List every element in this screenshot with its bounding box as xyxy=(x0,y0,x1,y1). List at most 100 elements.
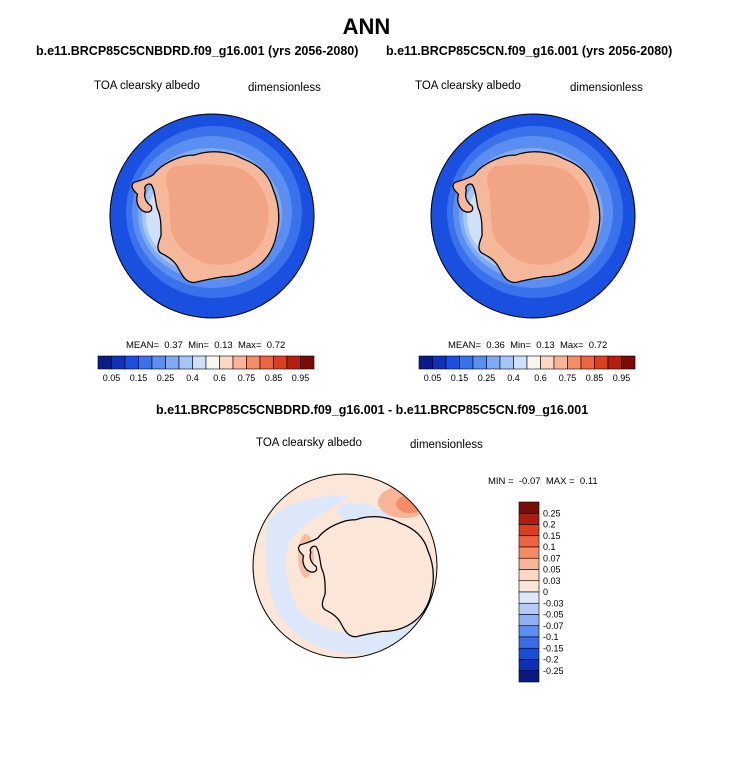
diff-colorbar-swatch xyxy=(518,602,540,615)
right-colorbar-tick-label: 0.6 xyxy=(534,373,547,383)
left-colorbar-swatch xyxy=(151,355,166,370)
right-case-title: b.e11.BRCP85C5CN.f09_g16.001 (yrs 2056-2… xyxy=(386,44,673,58)
season-title: ANN xyxy=(342,14,391,39)
right-units-label: dimensionless xyxy=(570,82,643,94)
diff-colorbar-swatch xyxy=(518,512,540,525)
right-colorbar-swatch xyxy=(594,355,609,370)
diff-negative-ring xyxy=(265,495,437,656)
diff-colorbar-tick-label: -0.2 xyxy=(543,655,559,665)
right-colorbar-swatch xyxy=(567,355,582,370)
right-colorbar-tick-label: 0.15 xyxy=(451,373,469,383)
right-colorbar-tick-label: 0.05 xyxy=(424,373,442,383)
left-colorbar-swatch xyxy=(219,355,234,370)
right-colorbar-swatch xyxy=(513,355,528,370)
diff-colorbar-tick-label: -0.07 xyxy=(543,621,564,631)
diff-colorbar-swatch xyxy=(518,625,540,638)
left-colorbar-swatch xyxy=(246,355,261,370)
difference-polar-map xyxy=(252,473,438,659)
left-colorbar-tick-label: 0.6 xyxy=(213,373,226,383)
diff-colorbar-tick-label: 0.07 xyxy=(543,553,561,563)
diff-colorbar-tick-label: 0.1 xyxy=(543,542,556,552)
diff-variable-label: TOA clearsky albedo xyxy=(256,437,362,449)
left-colorbar-swatch xyxy=(124,355,139,370)
diff-colorbar-tick-label: 0.03 xyxy=(543,576,561,586)
right-colorbar-swatch xyxy=(607,355,622,370)
right-colorbar-swatch xyxy=(445,355,460,370)
diff-colorbar-swatch xyxy=(518,591,540,604)
left-colorbar-swatch xyxy=(192,355,207,370)
diff-colorbar-swatch xyxy=(518,670,540,683)
diff-colorbar: 0.250.20.150.10.070.050.030-0.03-0.05-0.… xyxy=(518,501,564,683)
diff-colorbar-swatch xyxy=(518,580,540,593)
left-colorbar-swatch xyxy=(205,355,220,370)
diff-stats: MIN = -0.07 MAX = 0.11 xyxy=(488,476,598,487)
left-variable-label: TOA clearsky albedo xyxy=(94,80,200,92)
left-map-border xyxy=(109,113,315,319)
diff-colorbar-tick-label: 0.2 xyxy=(543,520,556,530)
right-colorbar-swatch xyxy=(553,355,568,370)
left-colorbar-tick-label: 0.05 xyxy=(103,373,121,383)
right-colorbar-swatch xyxy=(580,355,595,370)
right-map-border xyxy=(430,113,636,319)
right-variable-label: TOA clearsky albedo xyxy=(415,80,521,92)
diff-colorbar-tick-label: 0.25 xyxy=(543,508,561,518)
difference-title: b.e11.BRCP85C5CNBDRD.f09_g16.001 - b.e11… xyxy=(156,403,589,417)
diff-colorbar-tick-label: 0 xyxy=(543,587,548,597)
right-colorbar-swatch xyxy=(418,355,433,370)
left-case-title: b.e11.BRCP85C5CNBDRD.f09_g16.001 (yrs 20… xyxy=(36,44,359,58)
left-colorbar-swatch xyxy=(232,355,247,370)
diff-colorbar-swatch xyxy=(518,557,540,570)
diff-colorbar-swatch xyxy=(518,647,540,660)
left-colorbar-tick-label: 0.15 xyxy=(130,373,148,383)
diff-colorbar-tick-label: 0.15 xyxy=(543,531,561,541)
left-colorbar-swatch xyxy=(111,355,126,370)
right-colorbar-swatch xyxy=(472,355,487,370)
diff-colorbar-tick-label: 0.05 xyxy=(543,565,561,575)
left-colorbar-swatch xyxy=(138,355,153,370)
diff-colorbar-swatch xyxy=(518,501,540,514)
right-colorbar: 0.05 0.15 0.25 0.4 0.6 0.75 0.85 0.95 xyxy=(418,355,636,383)
right-polar-map xyxy=(430,113,636,319)
diff-colorbar-swatch xyxy=(518,614,540,627)
right-stats: MEAN= 0.36 Min= 0.13 Max= 0.72 xyxy=(448,340,608,351)
left-colorbar-swatch xyxy=(273,355,288,370)
left-colorbar-tick-label: 0.4 xyxy=(186,373,199,383)
right-colorbar-swatch xyxy=(526,355,541,370)
diff-colorbar-swatch xyxy=(518,524,540,537)
right-colorbar-swatch xyxy=(432,355,447,370)
diff-map-border xyxy=(252,473,438,659)
right-colorbar-tick-label: 0.85 xyxy=(586,373,604,383)
left-colorbar-swatch xyxy=(97,355,112,370)
left-colorbar-tick-label: 0.85 xyxy=(265,373,283,383)
right-colorbar-tick-label: 0.4 xyxy=(507,373,520,383)
diff-colorbar-swatch xyxy=(518,636,540,649)
diff-positive-core xyxy=(396,495,424,513)
left-polar-map xyxy=(109,113,315,319)
diff-colorbar-tick-label: -0.03 xyxy=(543,598,564,608)
right-colorbar-tick-label: 0.25 xyxy=(478,373,496,383)
left-colorbar: 0.05 0.15 0.25 0.4 0.6 0.75 0.85 0.95 xyxy=(97,355,315,383)
right-colorbar-tick-label: 0.95 xyxy=(613,373,631,383)
diff-colorbar-tick-label: -0.15 xyxy=(543,643,564,653)
left-colorbar-tick-label: 0.75 xyxy=(238,373,256,383)
right-colorbar-swatch xyxy=(499,355,514,370)
diff-colorbar-tick-label: -0.1 xyxy=(543,632,559,642)
diff-units-label: dimensionless xyxy=(410,439,483,451)
left-colorbar-swatch xyxy=(165,355,180,370)
left-colorbar-tick-label: 0.25 xyxy=(157,373,175,383)
left-stats: MEAN= 0.37 Min= 0.13 Max= 0.72 xyxy=(126,340,286,351)
right-colorbar-swatch xyxy=(459,355,474,370)
diff-colorbar-tick-label: -0.25 xyxy=(543,666,564,676)
diff-colorbar-swatch xyxy=(518,546,540,559)
diff-colorbar-swatch xyxy=(518,659,540,672)
left-colorbar-swatch xyxy=(300,355,315,370)
left-units-label: dimensionless xyxy=(248,82,321,94)
diff-colorbar-swatch xyxy=(518,569,540,582)
right-colorbar-tick-label: 0.75 xyxy=(559,373,577,383)
diff-colorbar-swatch xyxy=(518,535,540,548)
left-colorbar-swatch xyxy=(286,355,301,370)
right-colorbar-swatch xyxy=(621,355,636,370)
left-colorbar-swatch xyxy=(259,355,274,370)
right-colorbar-swatch xyxy=(486,355,501,370)
